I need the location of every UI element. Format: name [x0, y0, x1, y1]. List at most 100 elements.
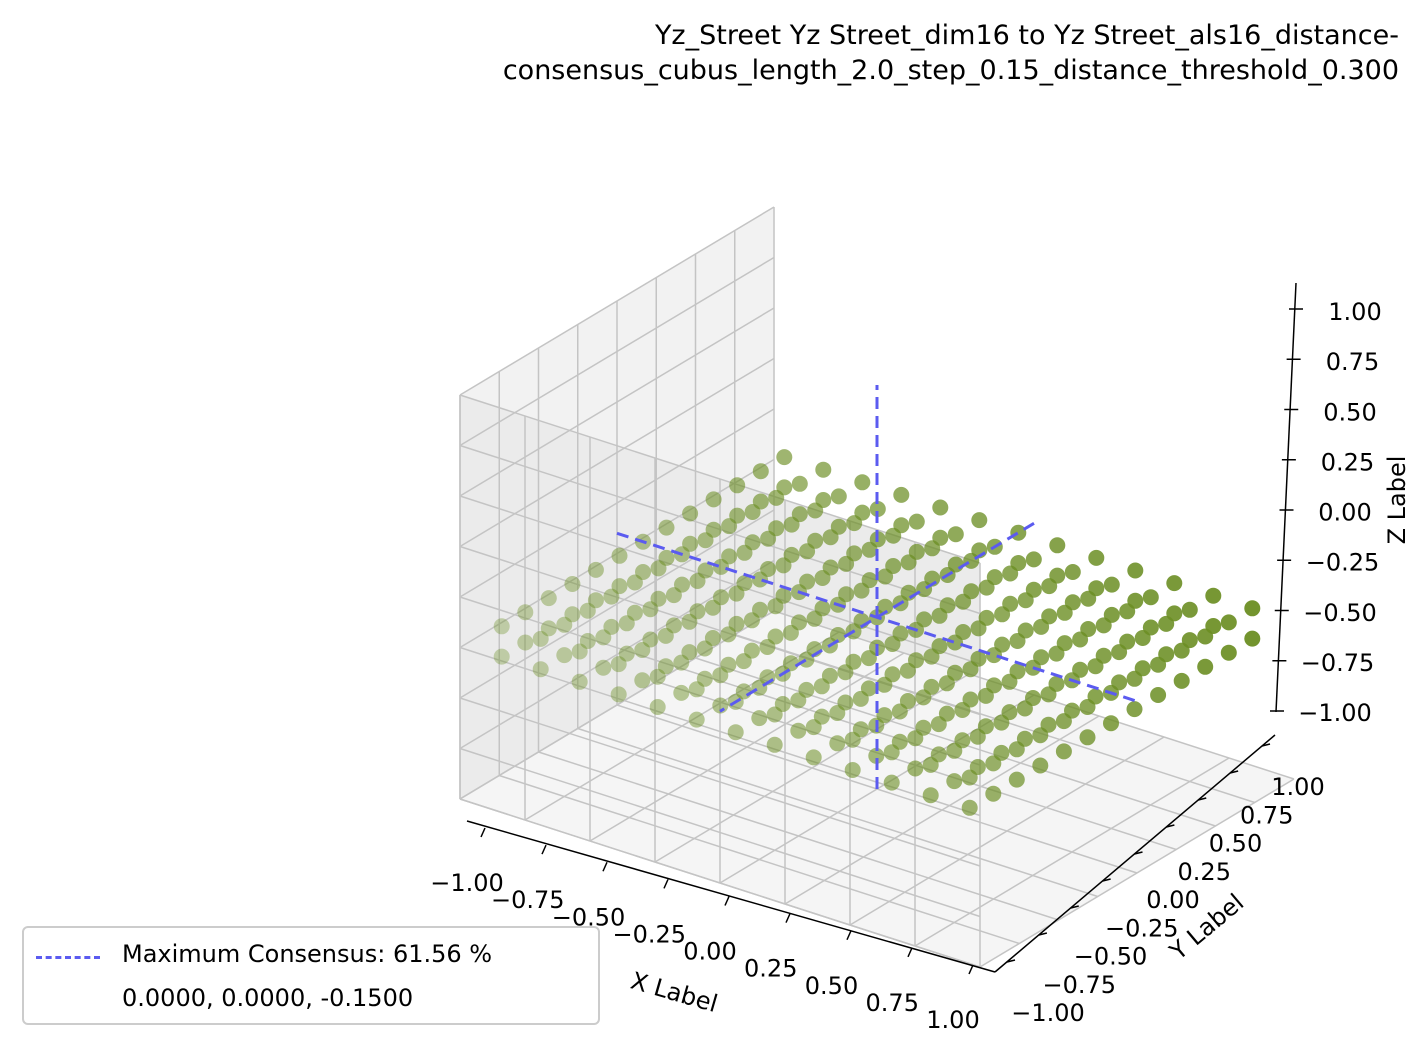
scatter-point: [1087, 688, 1104, 705]
scatter-point: [1244, 600, 1261, 617]
scatter-point: [1010, 555, 1027, 571]
z-tick-label-5: 0.25: [1321, 448, 1374, 476]
y-tick-label-8: 1.00: [1271, 773, 1324, 801]
scatter-point: [1025, 690, 1041, 706]
x-tick-label-5: 0.25: [744, 955, 797, 983]
scatter-point: [946, 773, 963, 790]
scatter-point: [1111, 674, 1128, 691]
scatter-point: [729, 477, 746, 494]
scatter-point: [1009, 663, 1026, 680]
y-tick-label-5: 0.25: [1178, 858, 1231, 886]
scatter-point: [595, 659, 612, 676]
x-tick-label-0: −1.00: [430, 869, 504, 897]
scatter-point: [556, 647, 573, 664]
scatter-point: [798, 681, 815, 698]
scatter-point: [1064, 564, 1081, 580]
scatter-point: [970, 650, 987, 667]
scatter-point: [923, 678, 940, 695]
y-tick-8: [1261, 743, 1271, 747]
scatter-point: [540, 620, 557, 637]
scatter-point: [1041, 608, 1058, 625]
scatter-point: [611, 578, 628, 595]
x-tick-label-7: 0.75: [866, 989, 919, 1017]
x-tick-0: [480, 827, 486, 838]
scatter-point: [891, 733, 908, 750]
scatter-point: [830, 488, 847, 505]
scatter-point: [1181, 632, 1198, 649]
scatter-point: [1127, 592, 1144, 609]
scatter-point: [705, 491, 722, 508]
scatter-point: [735, 683, 752, 700]
scatter-point: [776, 449, 793, 466]
y-tick-7: [1229, 770, 1239, 774]
scatter-point: [556, 616, 573, 633]
scatter-point: [884, 666, 901, 683]
y-tick-4: [1134, 851, 1143, 855]
scatter-point: [1134, 660, 1151, 677]
scatter-point: [649, 668, 666, 685]
scatter-point: [626, 604, 643, 621]
scatter-point: [774, 696, 791, 712]
scatter-point: [1079, 729, 1096, 746]
scatter-point: [705, 521, 722, 538]
chart-title: Yz_Street Yz Street_dim16 to Yz Street_a…: [503, 18, 1399, 88]
z-tick-label-2: −0.50: [1303, 599, 1377, 627]
scatter-point: [829, 735, 846, 752]
scatter-point: [493, 648, 510, 665]
scatter-point: [658, 519, 675, 536]
scatter-point: [939, 597, 956, 614]
x-tick-label-4: 0.00: [683, 938, 736, 966]
scatter-point: [775, 587, 792, 604]
scatter-point: [1002, 595, 1019, 612]
scatter-point: [729, 507, 746, 524]
scatter-point: [610, 656, 627, 673]
scatter-point: [688, 711, 705, 728]
y-tick-6: [1198, 797, 1207, 801]
scatter-point: [1197, 658, 1214, 675]
scatter-point: [1055, 743, 1072, 760]
scatter-point: [963, 583, 980, 600]
scatter-point: [814, 600, 831, 617]
scatter-point: [760, 561, 777, 577]
scatter-point: [713, 589, 729, 606]
chart-title-line-2: consensus_cubus_length_2.0_step_0.15_dis…: [502, 55, 1399, 86]
y-tick-label-2: −0.50: [1074, 943, 1148, 971]
scatter-point: [791, 506, 808, 523]
scatter-point: [900, 584, 917, 601]
scatter-point: [860, 680, 877, 697]
tick-marks: [480, 308, 1303, 975]
scatter-point: [603, 618, 620, 635]
scatter-point: [822, 559, 839, 576]
scatter-point: [673, 684, 690, 701]
scatter-point: [1103, 715, 1119, 732]
scatter-point: [947, 664, 963, 681]
z-tick-label-7: 0.75: [1326, 348, 1379, 376]
scatter-point: [815, 492, 832, 508]
grid-floor-x-6: [849, 736, 1165, 926]
scatter-point: [908, 652, 924, 669]
scatter-point: [1016, 730, 1033, 747]
x-axis-label: X Label: [628, 967, 721, 1018]
scatter-point: [986, 677, 1002, 694]
scatter-point: [830, 518, 847, 535]
scatter-point: [540, 590, 557, 607]
scatter-point: [961, 799, 978, 816]
x-tick-label-6: 0.50: [805, 972, 858, 1000]
scatter-point: [922, 787, 939, 804]
scatter-point: [728, 615, 745, 632]
z-tick-label-6: 0.50: [1323, 398, 1376, 426]
scatter-point: [696, 670, 713, 687]
scatter-point: [1032, 757, 1049, 774]
scatter-point: [1025, 581, 1042, 598]
grid-left-z-5: [459, 357, 775, 548]
scatter-point: [681, 644, 698, 661]
scatter-point: [743, 642, 760, 659]
scatter-point: [674, 576, 690, 593]
x-tick-1: [541, 844, 547, 855]
scatter-point: [807, 532, 824, 549]
scatter-point: [1017, 622, 1034, 639]
x-tick-6: [846, 930, 852, 941]
scatter-point: [838, 586, 855, 603]
grid-floor-y-7: [499, 774, 1020, 945]
